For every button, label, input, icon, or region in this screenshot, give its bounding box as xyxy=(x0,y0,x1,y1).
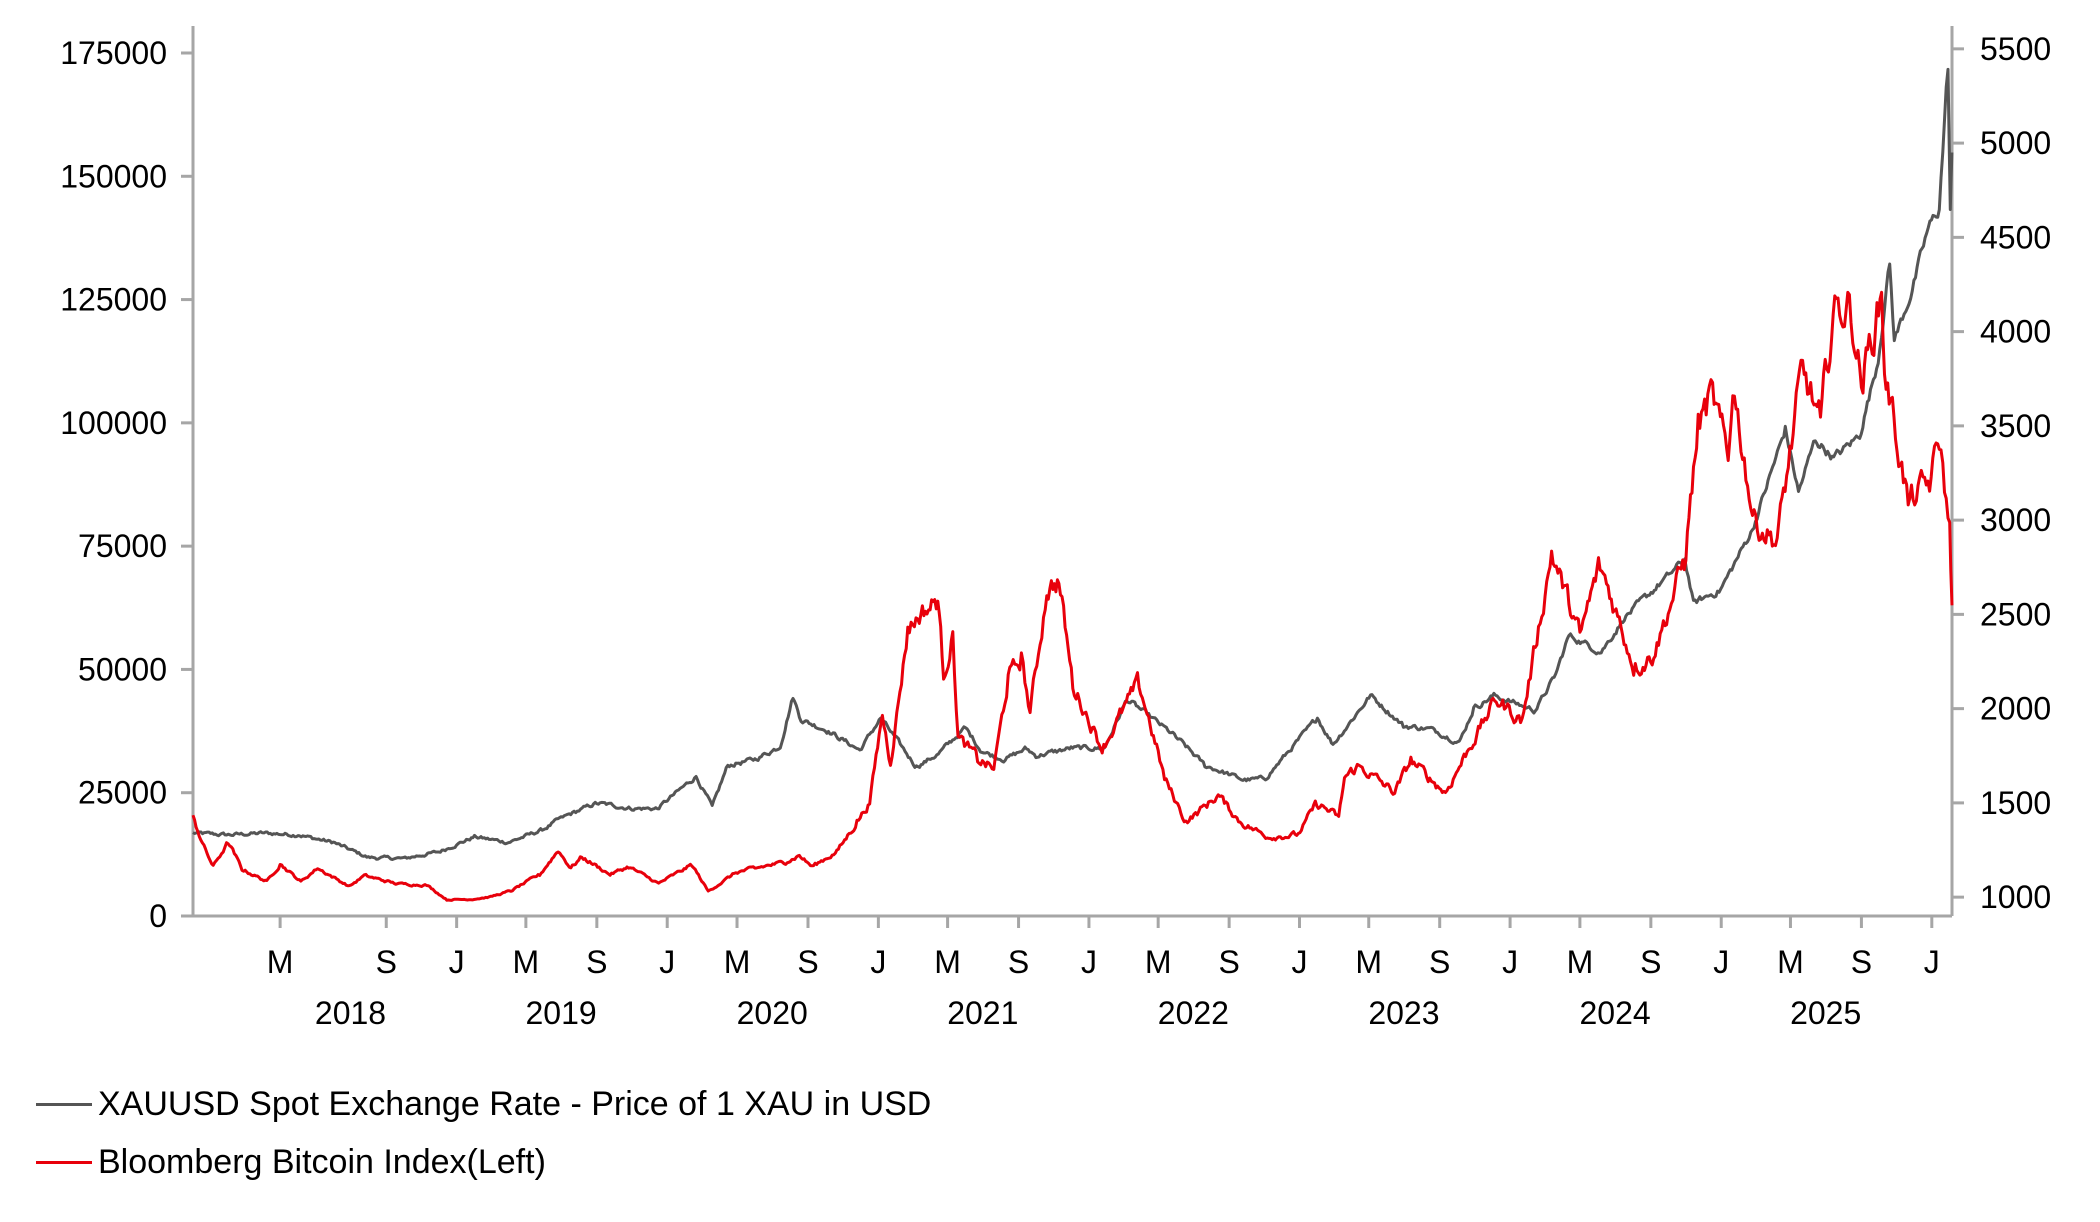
legend-label-gold: XAUUSD Spot Exchange Rate - Price of 1 X… xyxy=(98,1084,932,1123)
x-month-label: M xyxy=(1355,944,1382,980)
x-month-label: J xyxy=(1713,944,1729,980)
x-month-label: J xyxy=(1924,944,1940,980)
series-line-gold xyxy=(192,67,1954,861)
x-year-label: 2021 xyxy=(947,995,1018,1031)
x-month-label: M xyxy=(1777,944,1804,980)
right-tick-label: 5500 xyxy=(1980,31,2051,67)
x-month-label: S xyxy=(1008,944,1029,980)
x-year-label: 2023 xyxy=(1368,995,1439,1031)
right-tick-label: 2500 xyxy=(1980,596,2051,632)
x-year-label: 2019 xyxy=(525,995,596,1031)
legend-swatch-gold xyxy=(36,1102,92,1106)
left-tick-label: 0 xyxy=(149,898,167,934)
right-tick-label: 3000 xyxy=(1980,502,2051,538)
left-tick-label: 125000 xyxy=(60,282,167,318)
x-month-label: M xyxy=(267,944,294,980)
right-tick-label: 1000 xyxy=(1980,879,2051,915)
x-year-label: 2022 xyxy=(1158,995,1229,1031)
right-tick-label: 5000 xyxy=(1980,125,2051,161)
right-tick-label: 2000 xyxy=(1980,691,2051,727)
right-tick-label: 1500 xyxy=(1980,785,2051,821)
right-tick-label: 3500 xyxy=(1980,408,2051,444)
x-year-label: 2020 xyxy=(737,995,808,1031)
x-month-label: M xyxy=(513,944,540,980)
x-month-label: S xyxy=(1429,944,1450,980)
x-month-label: S xyxy=(376,944,397,980)
legend-item-gold: XAUUSD Spot Exchange Rate - Price of 1 X… xyxy=(36,1075,931,1133)
x-month-label: S xyxy=(586,944,607,980)
left-tick-label: 175000 xyxy=(60,35,167,71)
legend-item-bitcoin: Bloomberg Bitcoin Index(Left) xyxy=(36,1133,931,1191)
x-month-label: J xyxy=(449,944,465,980)
x-month-label: J xyxy=(1502,944,1518,980)
x-month-label: J xyxy=(870,944,886,980)
x-month-label: J xyxy=(659,944,675,980)
x-year-label: 2024 xyxy=(1579,995,1650,1031)
legend: XAUUSD Spot Exchange Rate - Price of 1 X… xyxy=(36,1075,931,1191)
left-tick-label: 150000 xyxy=(60,158,167,194)
series-line-bitcoin xyxy=(191,290,1954,902)
x-month-label: S xyxy=(797,944,818,980)
x-month-label: J xyxy=(1292,944,1308,980)
left-tick-label: 25000 xyxy=(78,775,167,811)
x-month-label: M xyxy=(1567,944,1594,980)
legend-label-bitcoin: Bloomberg Bitcoin Index(Left) xyxy=(98,1142,546,1181)
legend-swatch-bitcoin xyxy=(36,1160,92,1164)
left-tick-label: 75000 xyxy=(78,528,167,564)
x-month-label: J xyxy=(1081,944,1097,980)
x-month-label: S xyxy=(1851,944,1872,980)
axes: 0 25000 50000 75000 100000 125000 150000 175000… xyxy=(60,26,2051,1031)
x-month-label: M xyxy=(1145,944,1172,980)
x-month-label: M xyxy=(934,944,961,980)
x-year-label: 2018 xyxy=(315,995,386,1031)
x-year-label: 2025 xyxy=(1790,995,1861,1031)
x-month-label: S xyxy=(1218,944,1239,980)
left-tick-label: 50000 xyxy=(78,651,167,687)
right-tick-label: 4000 xyxy=(1980,314,2051,350)
x-month-label: S xyxy=(1640,944,1661,980)
series-layer xyxy=(191,67,1954,902)
left-tick-label: 100000 xyxy=(60,405,167,441)
right-tick-label: 4500 xyxy=(1980,219,2051,255)
x-month-label: M xyxy=(724,944,751,980)
